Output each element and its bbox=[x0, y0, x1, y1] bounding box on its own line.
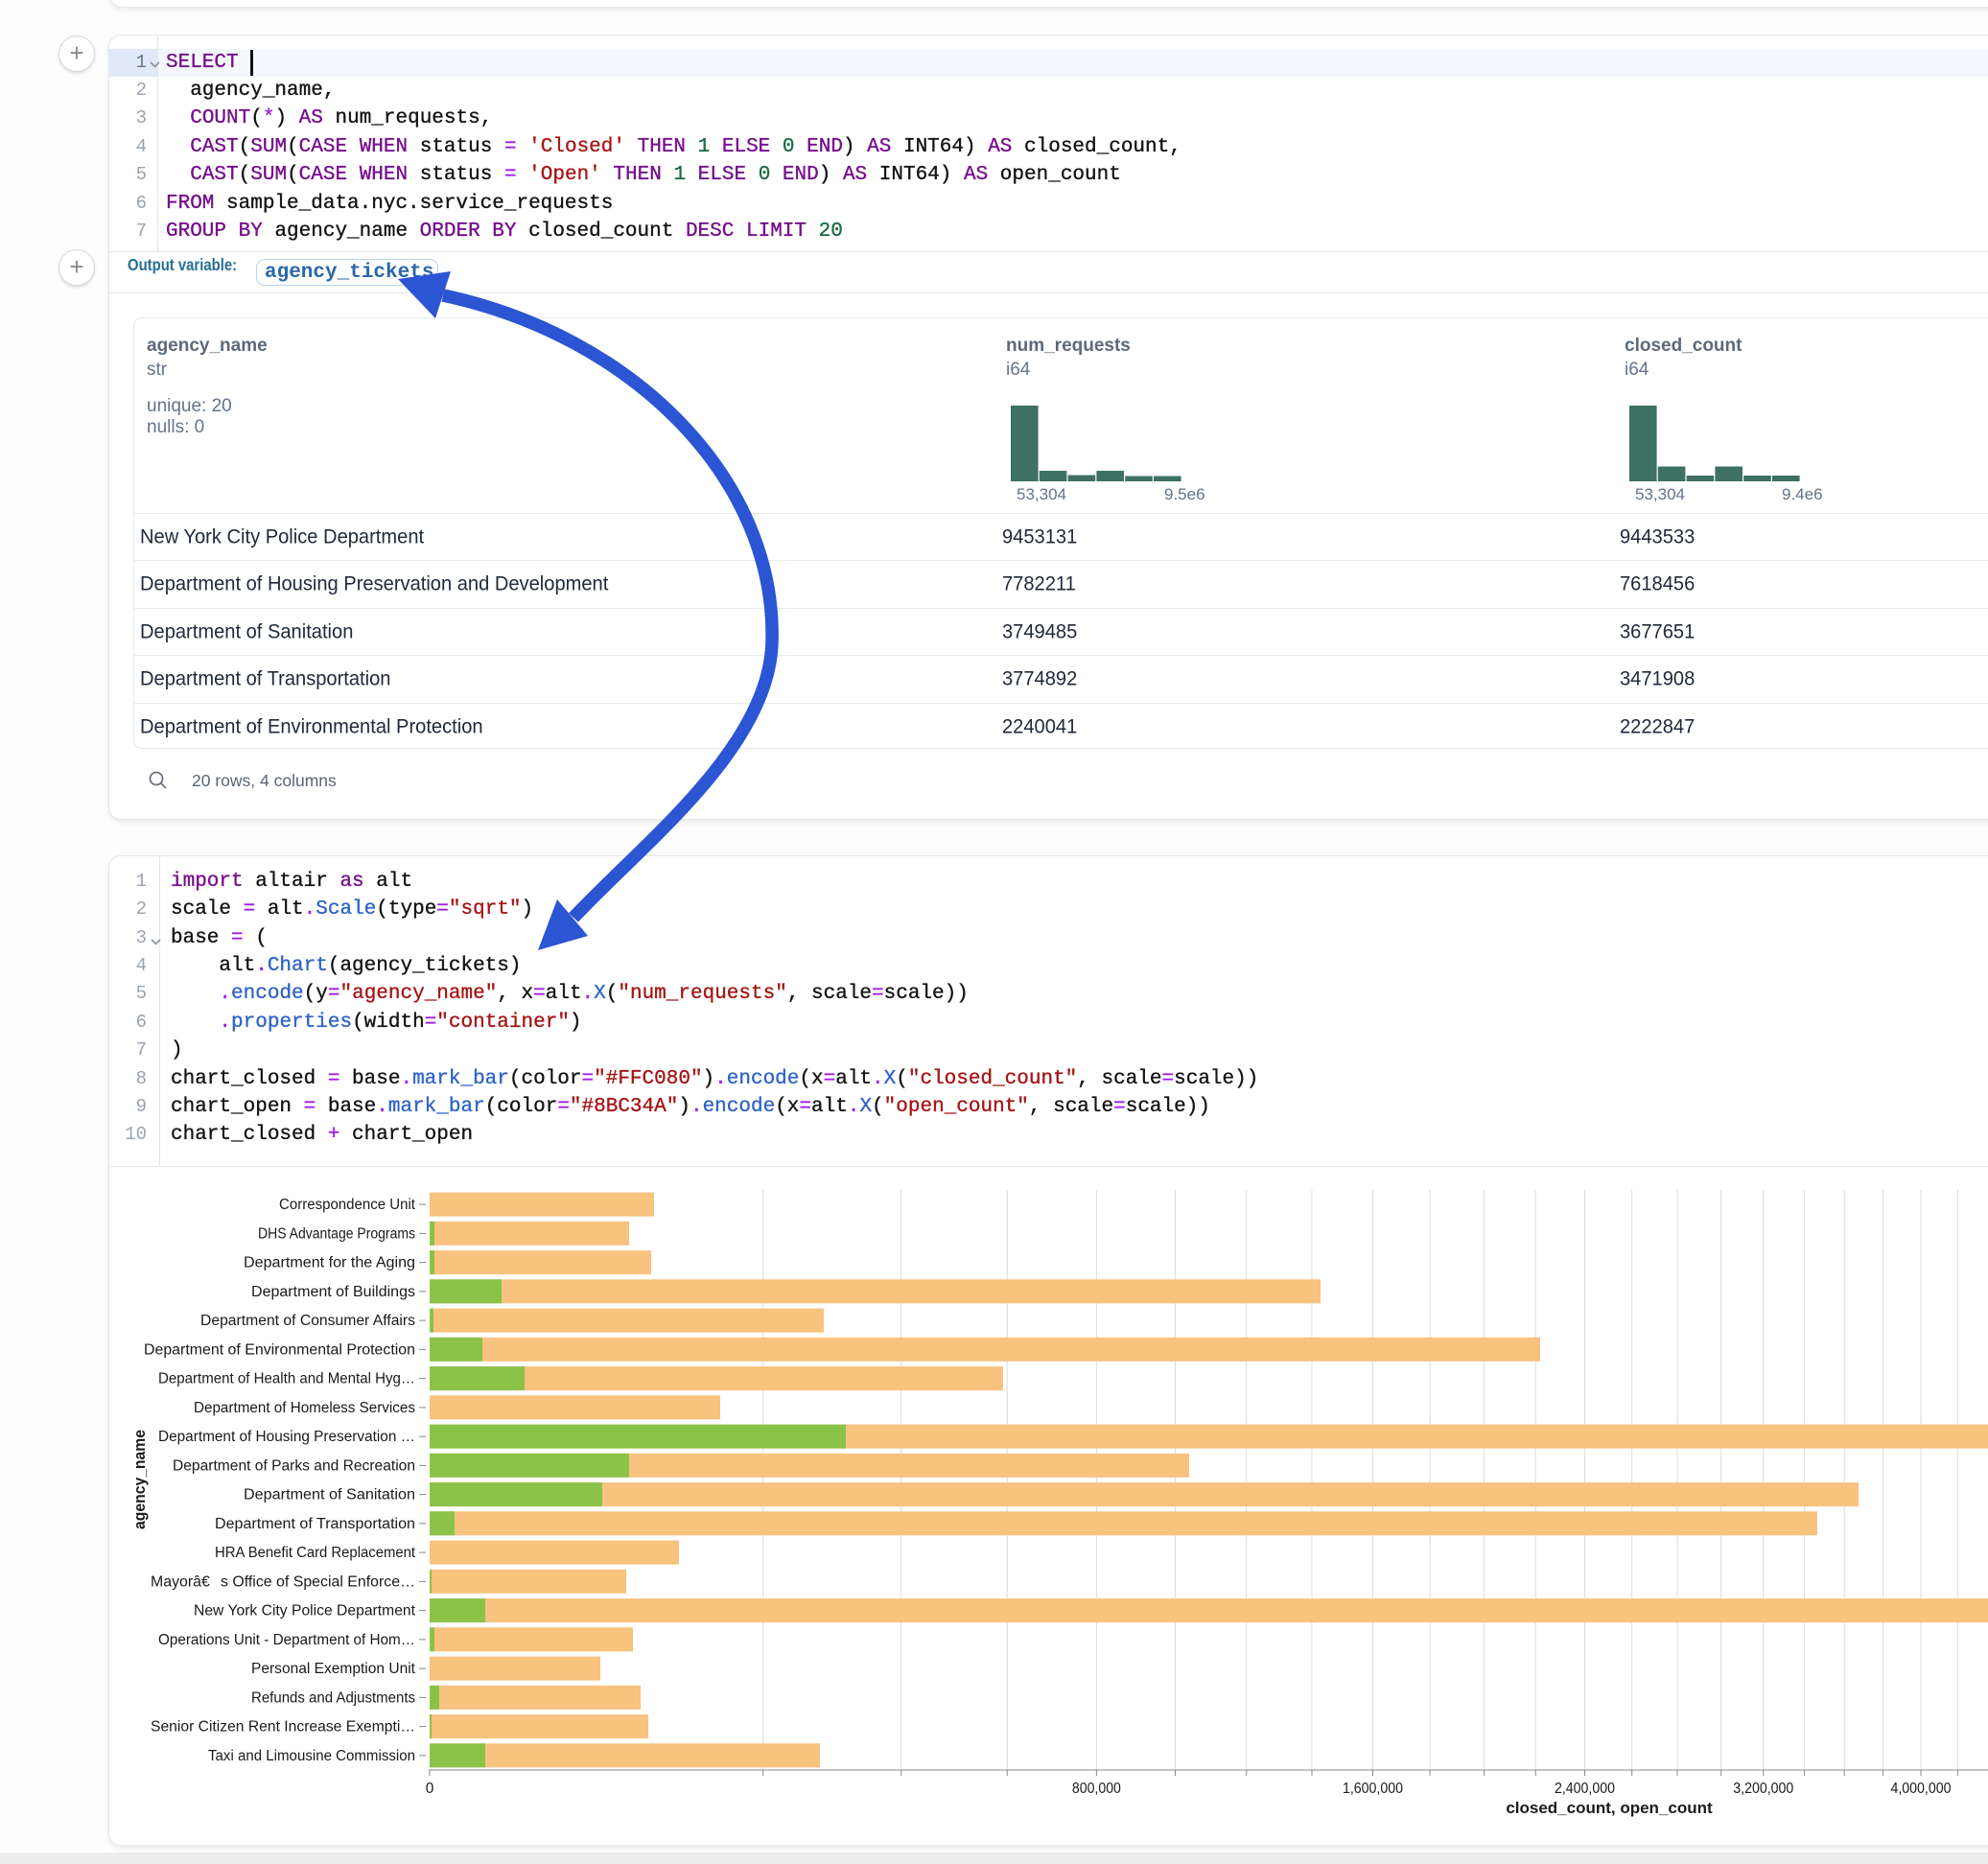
svg-text:Department of Environmental Pr: Department of Environmental Protection bbox=[144, 1341, 415, 1358]
svg-text:Department for the Aging: Department for the Aging bbox=[244, 1255, 415, 1271]
svg-text:Correspondence Unit: Correspondence Unit bbox=[279, 1197, 416, 1213]
svg-text:Department of Housing Preserva: Department of Housing Preservation … bbox=[158, 1429, 415, 1445]
svg-text:Department of Transportation: Department of Transportation bbox=[215, 1516, 415, 1532]
svg-text:Operations Unit - Department o: Operations Unit - Department of Hom… bbox=[158, 1632, 415, 1648]
svg-text:Department of Consumer Affairs: Department of Consumer Affairs bbox=[200, 1313, 415, 1329]
svg-text:Department of Parks and Recrea: Department of Parks and Recreation bbox=[173, 1457, 415, 1474]
svg-text:Mayorâ€ s Office of Special E: Mayorâ€ s Office of Special Enforce… bbox=[151, 1573, 415, 1590]
svg-text:DHS Advantage Programs: DHS Advantage Programs bbox=[258, 1225, 415, 1242]
svg-text:agency_name: agency_name bbox=[130, 1430, 149, 1529]
svg-text:Department of Health and Menta: Department of Health and Mental Hyg… bbox=[158, 1371, 415, 1387]
svg-text:800,000: 800,000 bbox=[1072, 1781, 1121, 1797]
svg-text:HRA Benefit Card Replacement: HRA Benefit Card Replacement bbox=[215, 1545, 416, 1561]
svg-text:Department of Homeless Service: Department of Homeless Services bbox=[194, 1400, 415, 1416]
svg-text:3,200,000: 3,200,000 bbox=[1733, 1781, 1793, 1797]
svg-text:Department of Buildings: Department of Buildings bbox=[251, 1284, 415, 1300]
svg-text:4,000,000: 4,000,000 bbox=[1891, 1781, 1952, 1797]
svg-text:0: 0 bbox=[426, 1781, 434, 1797]
svg-text:closed_count, open_count: closed_count, open_count bbox=[1506, 1799, 1713, 1817]
svg-text:New York City Police Departmen: New York City Police Department bbox=[194, 1603, 416, 1619]
svg-text:Senior Citizen Rent Increase E: Senior Citizen Rent Increase Exempti… bbox=[151, 1719, 415, 1736]
svg-text:2,400,000: 2,400,000 bbox=[1555, 1781, 1615, 1797]
svg-text:Refunds and Adjustments: Refunds and Adjustments bbox=[251, 1689, 415, 1706]
svg-text:Department of Sanitation: Department of Sanitation bbox=[244, 1487, 415, 1503]
svg-text:1,600,000: 1,600,000 bbox=[1343, 1781, 1403, 1797]
svg-text:Taxi and Limousine Commission: Taxi and Limousine Commission bbox=[208, 1748, 415, 1764]
svg-text:Personal Exemption Unit: Personal Exemption Unit bbox=[251, 1661, 416, 1677]
